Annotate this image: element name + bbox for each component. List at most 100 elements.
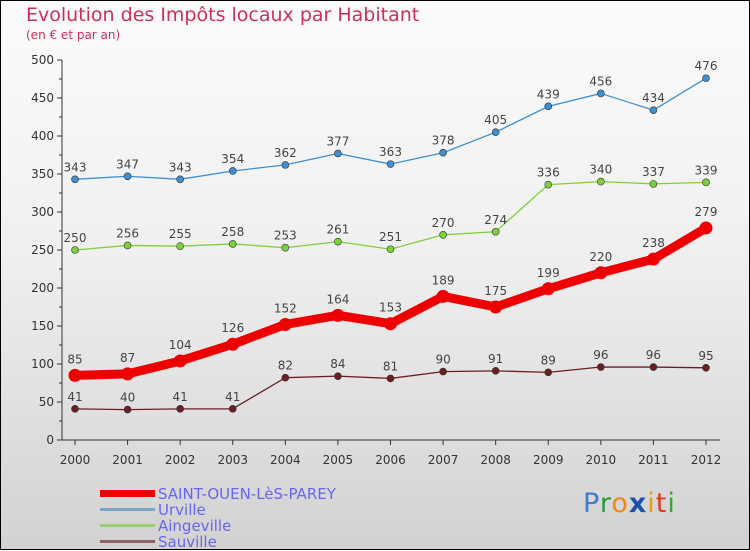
x-tick-label: 2002 — [165, 453, 196, 467]
legend-swatch — [100, 508, 155, 511]
data-label: 41 — [67, 390, 82, 404]
x-tick-label: 2000 — [60, 453, 91, 467]
x-tick-label: 2001 — [112, 453, 143, 467]
data-point — [331, 308, 345, 322]
data-point — [386, 374, 395, 383]
data-point — [439, 231, 447, 239]
data-label: 153 — [379, 301, 402, 315]
series-aingeville: 250 256 255 258 253 261 251 270 274 336 340 337 339 — [64, 163, 718, 254]
data-point — [123, 172, 132, 181]
x-tick-label: 2008 — [480, 453, 511, 467]
data-label: 253 — [274, 229, 297, 243]
data-point — [281, 161, 290, 169]
legend-swatch — [100, 490, 155, 497]
data-point — [491, 128, 500, 136]
data-label: 363 — [379, 145, 402, 159]
legend-swatch — [100, 540, 155, 543]
y-tick-label: 50 — [39, 395, 54, 409]
y-tick-label: 400 — [31, 129, 54, 143]
data-label: 91 — [488, 352, 503, 366]
series-urville: 343 347 343 354 362 377 363 378 405 439 456 434 476 — [64, 59, 718, 184]
data-point — [439, 367, 447, 376]
data-point — [71, 246, 79, 254]
data-label: 354 — [221, 152, 244, 166]
y-tick-label: 250 — [31, 243, 54, 257]
data-label: 405 — [484, 113, 507, 127]
data-label: 336 — [537, 166, 560, 180]
data-label: 261 — [326, 223, 349, 237]
data-point — [594, 266, 608, 280]
data-point — [123, 405, 132, 414]
data-label: 89 — [541, 353, 556, 367]
data-point — [173, 354, 187, 368]
data-point — [649, 363, 658, 371]
data-label: 343 — [169, 160, 192, 174]
x-tick-label: 2011 — [638, 453, 669, 467]
data-label: 95 — [698, 349, 713, 363]
data-label: 456 — [589, 74, 612, 88]
legend-item: SAINT-OUEN-LèS-PAREY — [100, 485, 336, 503]
x-tick-label: 2003 — [217, 453, 248, 467]
x-tick-label: 2004 — [270, 453, 301, 467]
data-point — [702, 363, 710, 372]
data-label: 104 — [169, 338, 192, 352]
data-label: 84 — [330, 357, 345, 371]
legend-label: Urville — [158, 500, 206, 519]
data-label: 255 — [169, 227, 192, 241]
data-label: 251 — [379, 230, 402, 244]
data-label: 256 — [116, 226, 139, 240]
legend-item: Aingeville — [100, 517, 231, 535]
y-tick-label: 0 — [46, 433, 54, 447]
data-label: 250 — [64, 231, 87, 245]
data-point — [68, 368, 82, 382]
data-point — [649, 106, 658, 114]
data-point — [702, 74, 710, 83]
data-point — [123, 241, 132, 250]
data-point — [228, 240, 237, 248]
data-point — [544, 368, 553, 377]
data-label: 476 — [695, 59, 718, 73]
x-tick-label: 2006 — [375, 453, 406, 467]
y-tick-label: 100 — [31, 357, 54, 371]
data-label: 41 — [225, 390, 240, 404]
data-point — [544, 102, 553, 111]
data-point — [334, 372, 342, 380]
data-label: 82 — [278, 359, 293, 373]
data-label: 270 — [432, 216, 455, 230]
data-point — [491, 227, 500, 236]
data-point — [386, 245, 395, 254]
data-label: 378 — [432, 134, 455, 148]
x-tick-label: 2009 — [533, 453, 564, 467]
data-point — [491, 367, 500, 375]
data-point — [649, 180, 658, 188]
data-label: 238 — [642, 236, 665, 250]
data-point — [281, 243, 290, 252]
data-label: 347 — [116, 157, 139, 171]
data-label: 85 — [67, 352, 82, 366]
data-point — [597, 89, 605, 98]
data-label: 339 — [695, 163, 718, 177]
y-tick-label: 300 — [31, 205, 54, 219]
series-saint-ouen-l-s-parey: 85 87 104 126 152 164 153 189 175 199 220 238 279 — [67, 205, 717, 382]
data-label: 279 — [695, 205, 718, 219]
data-point — [281, 373, 290, 382]
data-point — [228, 405, 237, 413]
data-label: 126 — [221, 321, 244, 335]
legend-swatch — [100, 524, 155, 527]
data-point — [176, 242, 184, 250]
data-label: 41 — [173, 390, 188, 404]
data-point — [71, 405, 79, 413]
data-point — [489, 300, 503, 314]
data-point — [646, 252, 660, 266]
data-point — [702, 178, 710, 187]
data-label: 274 — [484, 213, 507, 227]
data-point — [597, 177, 605, 186]
data-label: 96 — [593, 348, 608, 362]
y-tick-label: 350 — [31, 167, 54, 181]
data-label: 377 — [326, 134, 349, 148]
x-tick-label: 2005 — [323, 453, 354, 467]
data-point — [597, 363, 605, 371]
x-tick-label: 2007 — [428, 453, 459, 467]
